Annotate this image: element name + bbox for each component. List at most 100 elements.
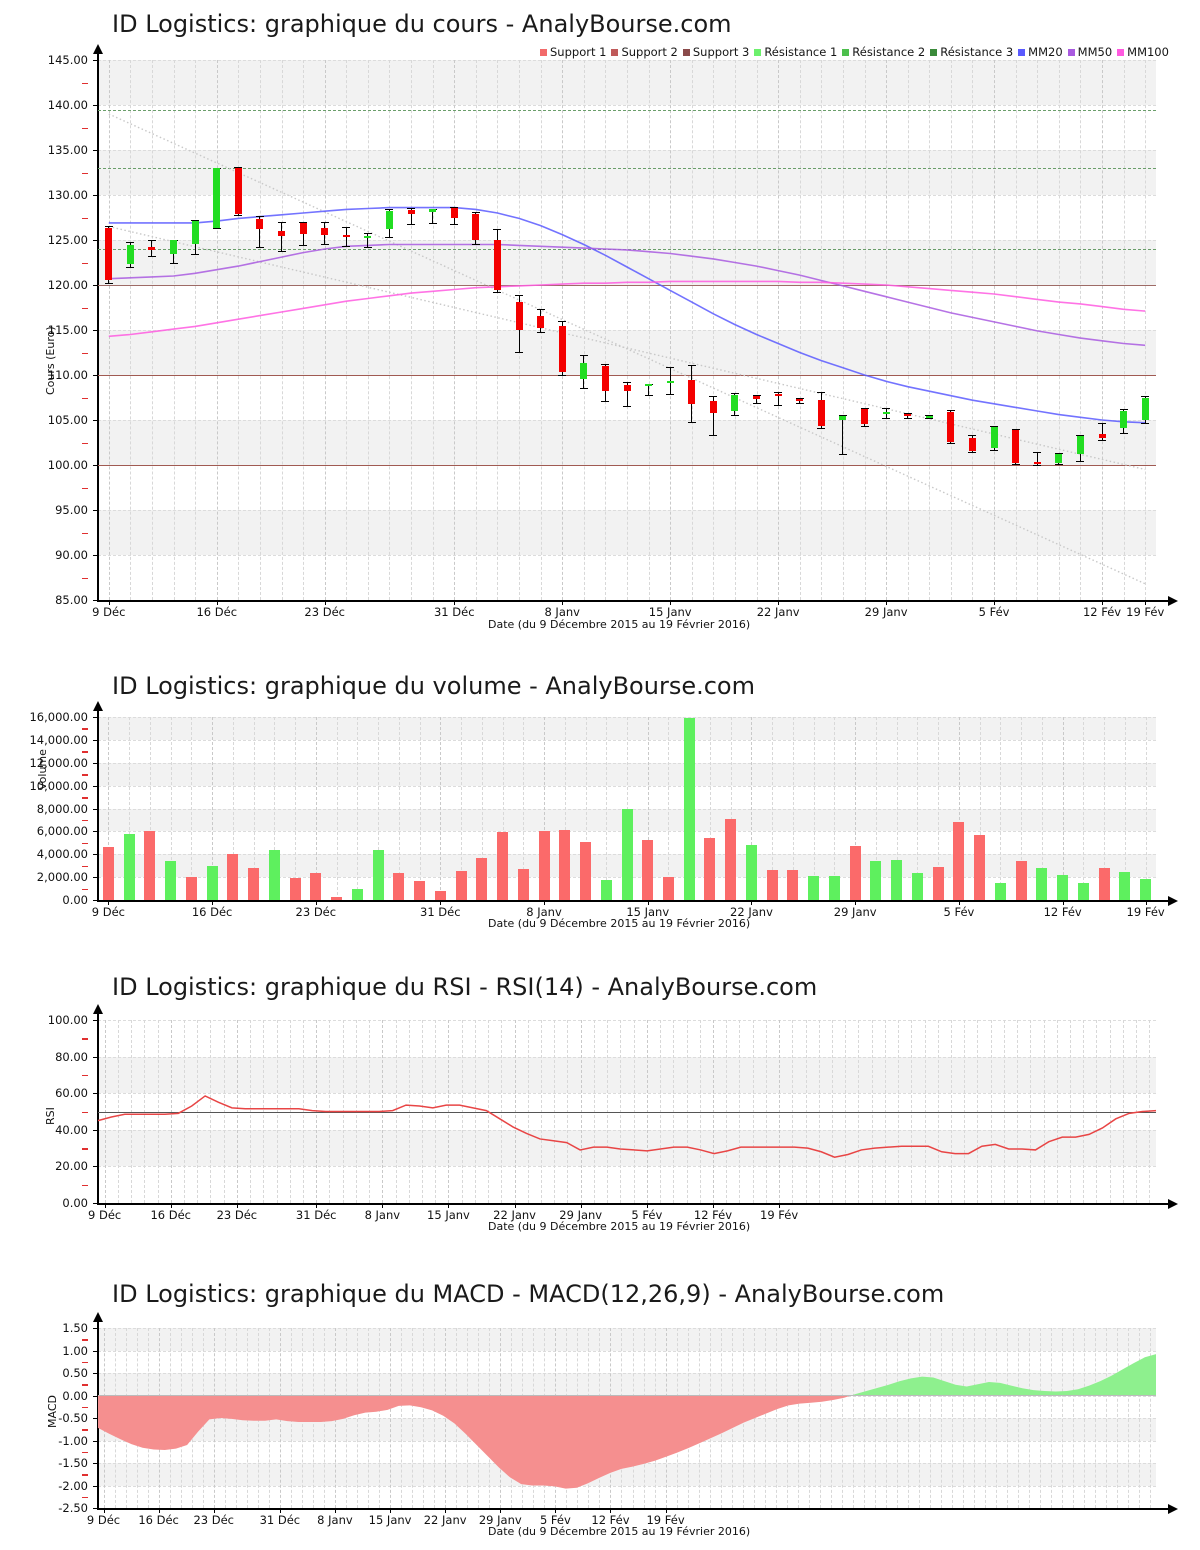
grid-line-vertical [874,1328,876,1508]
volume-y-axis-label: Volume [36,749,49,790]
grid-line-vertical [389,60,391,600]
grid-line-vertical [842,60,844,600]
volume-bar [974,835,986,900]
y-axis-minor-tick-mark [82,307,88,309]
candle-high-cap [299,222,308,223]
x-axis-tick-mark [216,600,218,605]
legend-item-mm50[interactable]: MM50 [1067,45,1112,59]
candle-low-cap [644,394,653,396]
legend-item-r-sistance-3[interactable]: Résistance 3 [930,45,1013,59]
legend-label: MM20 [1028,45,1063,59]
grid-line-vertical [985,1328,987,1508]
y-axis-tick-label: 60.00 [55,1086,88,1101]
candlestick-body [666,381,674,384]
grid-line-vertical [1106,1328,1108,1508]
legend-item-support-3[interactable]: Support 3 [682,45,749,59]
price-chart-panel: ID Logistics: graphique du cours - Analy… [0,0,1200,645]
macd-chart-panel: ID Logistics: graphique du MACD - MACD(1… [0,1250,1200,1550]
grid-line-vertical [974,1328,976,1508]
legend-item-support-2[interactable]: Support 2 [611,45,678,59]
x-axis-tick-label: 12 Fév [1043,905,1082,919]
volume-bar [787,870,799,900]
candle-high-cap [579,355,588,357]
x-axis-tick-label: 9 Déc [86,1513,121,1527]
y-axis-arrow-icon [93,1004,103,1014]
legend-item-mm20[interactable]: MM20 [1018,45,1063,59]
legend-item-mm100[interactable]: MM100 [1117,45,1169,59]
candle-low-cap [385,237,394,239]
y-axis-tick-label: 0.00 [62,1388,88,1403]
grid-line-vertical [356,1328,358,1508]
grid-line-vertical [1095,1328,1097,1508]
macd-positive-area [98,1354,1156,1396]
x-axis-tick-label: 31 Déc [259,1513,301,1527]
candle-low-cap [493,292,502,294]
y-axis-tick-label: 95.00 [55,503,88,517]
legend-item-r-sistance-2[interactable]: Résistance 2 [842,45,925,59]
legend-swatch-icon [1117,48,1125,56]
candle-low-cap [817,428,826,430]
y-axis-tick-label: 115.00 [47,323,88,337]
legend-item-support-1[interactable]: Support 1 [540,45,606,59]
hline-support-1 [98,285,1156,286]
y-axis-minor-tick-mark [82,82,88,84]
volume-bar [123,834,135,900]
x-axis-tick-label: 23 Déc [216,1208,258,1222]
candle-low-cap [601,401,610,403]
x-axis-tick-label: 19 Fév [646,1513,685,1527]
grid-line-vertical [929,60,931,600]
x-axis-tick-mark [555,1508,557,1513]
grid-line-vertical [419,717,421,900]
candle-wick [345,227,347,247]
price-x-axis-label: Date (du 9 Décembre 2015 au 19 Février 2… [488,618,751,631]
candle-low-cap [925,418,934,420]
grid-line-vertical [627,60,628,600]
rsi-chart-panel: ID Logistics: graphique du RSI - RSI(14)… [0,945,1200,1250]
grid-line-vertical [950,60,952,600]
volume-bar [1036,868,1048,900]
grid-line-vertical [819,1328,821,1508]
grid-line-vertical [952,1328,954,1508]
x-axis-tick-mark [390,1508,392,1513]
macd-chart-title: ID Logistics: graphique du MACD - MACD(1… [112,1280,945,1308]
y-axis-tick-mark [93,465,98,466]
candle-high-cap [255,215,264,217]
grid-line-vertical [691,60,693,600]
grid-line-vertical [1021,717,1023,900]
grid-line-vertical [863,1328,865,1508]
candle-wick [410,207,412,224]
grid-line-vertical [454,60,456,600]
x-axis-tick-label: 12 Fév [591,1513,630,1527]
grid-line-vertical [259,60,261,600]
grid-line-vertical [808,1328,810,1508]
x-axis-tick-label: 31 Déc [433,605,475,619]
grid-line-vertical [1041,717,1043,900]
x-axis-tick-label: 5 Fév [978,605,1010,619]
grid-line-vertical [149,717,151,900]
x-axis-tick-mark [1062,900,1064,905]
grid-line-vertical [232,717,234,900]
grid-line-vertical [523,717,525,900]
x-axis-tick-mark [316,1203,318,1208]
candle-low-cap [579,387,588,389]
x-axis-tick-mark [779,1203,781,1208]
candle-high-cap [407,207,416,209]
grid-line-vertical [346,60,348,600]
candle-wick [302,222,304,246]
x-axis-tick-mark [958,900,960,905]
candle-low-cap [363,247,372,249]
legend-label: Résistance 3 [940,45,1014,59]
candlestick-body [1055,454,1063,464]
candle-wick [648,384,650,395]
grid-line-vertical [756,60,758,600]
y-axis-tick-label: 105.00 [47,413,88,427]
grid-line-horizontal [98,1020,1156,1021]
volume-bar [455,870,467,900]
x-axis-tick-label: 31 Déc [295,1208,337,1222]
volume-bar [766,870,778,900]
legend-item-r-sistance-1[interactable]: Résistance 1 [754,45,837,59]
grid-line-vertical [1084,1328,1086,1508]
x-axis-tick-label: 22 Janv [493,1208,536,1222]
grid-line-vertical [497,60,499,600]
y-axis-tick-mark [93,510,98,511]
